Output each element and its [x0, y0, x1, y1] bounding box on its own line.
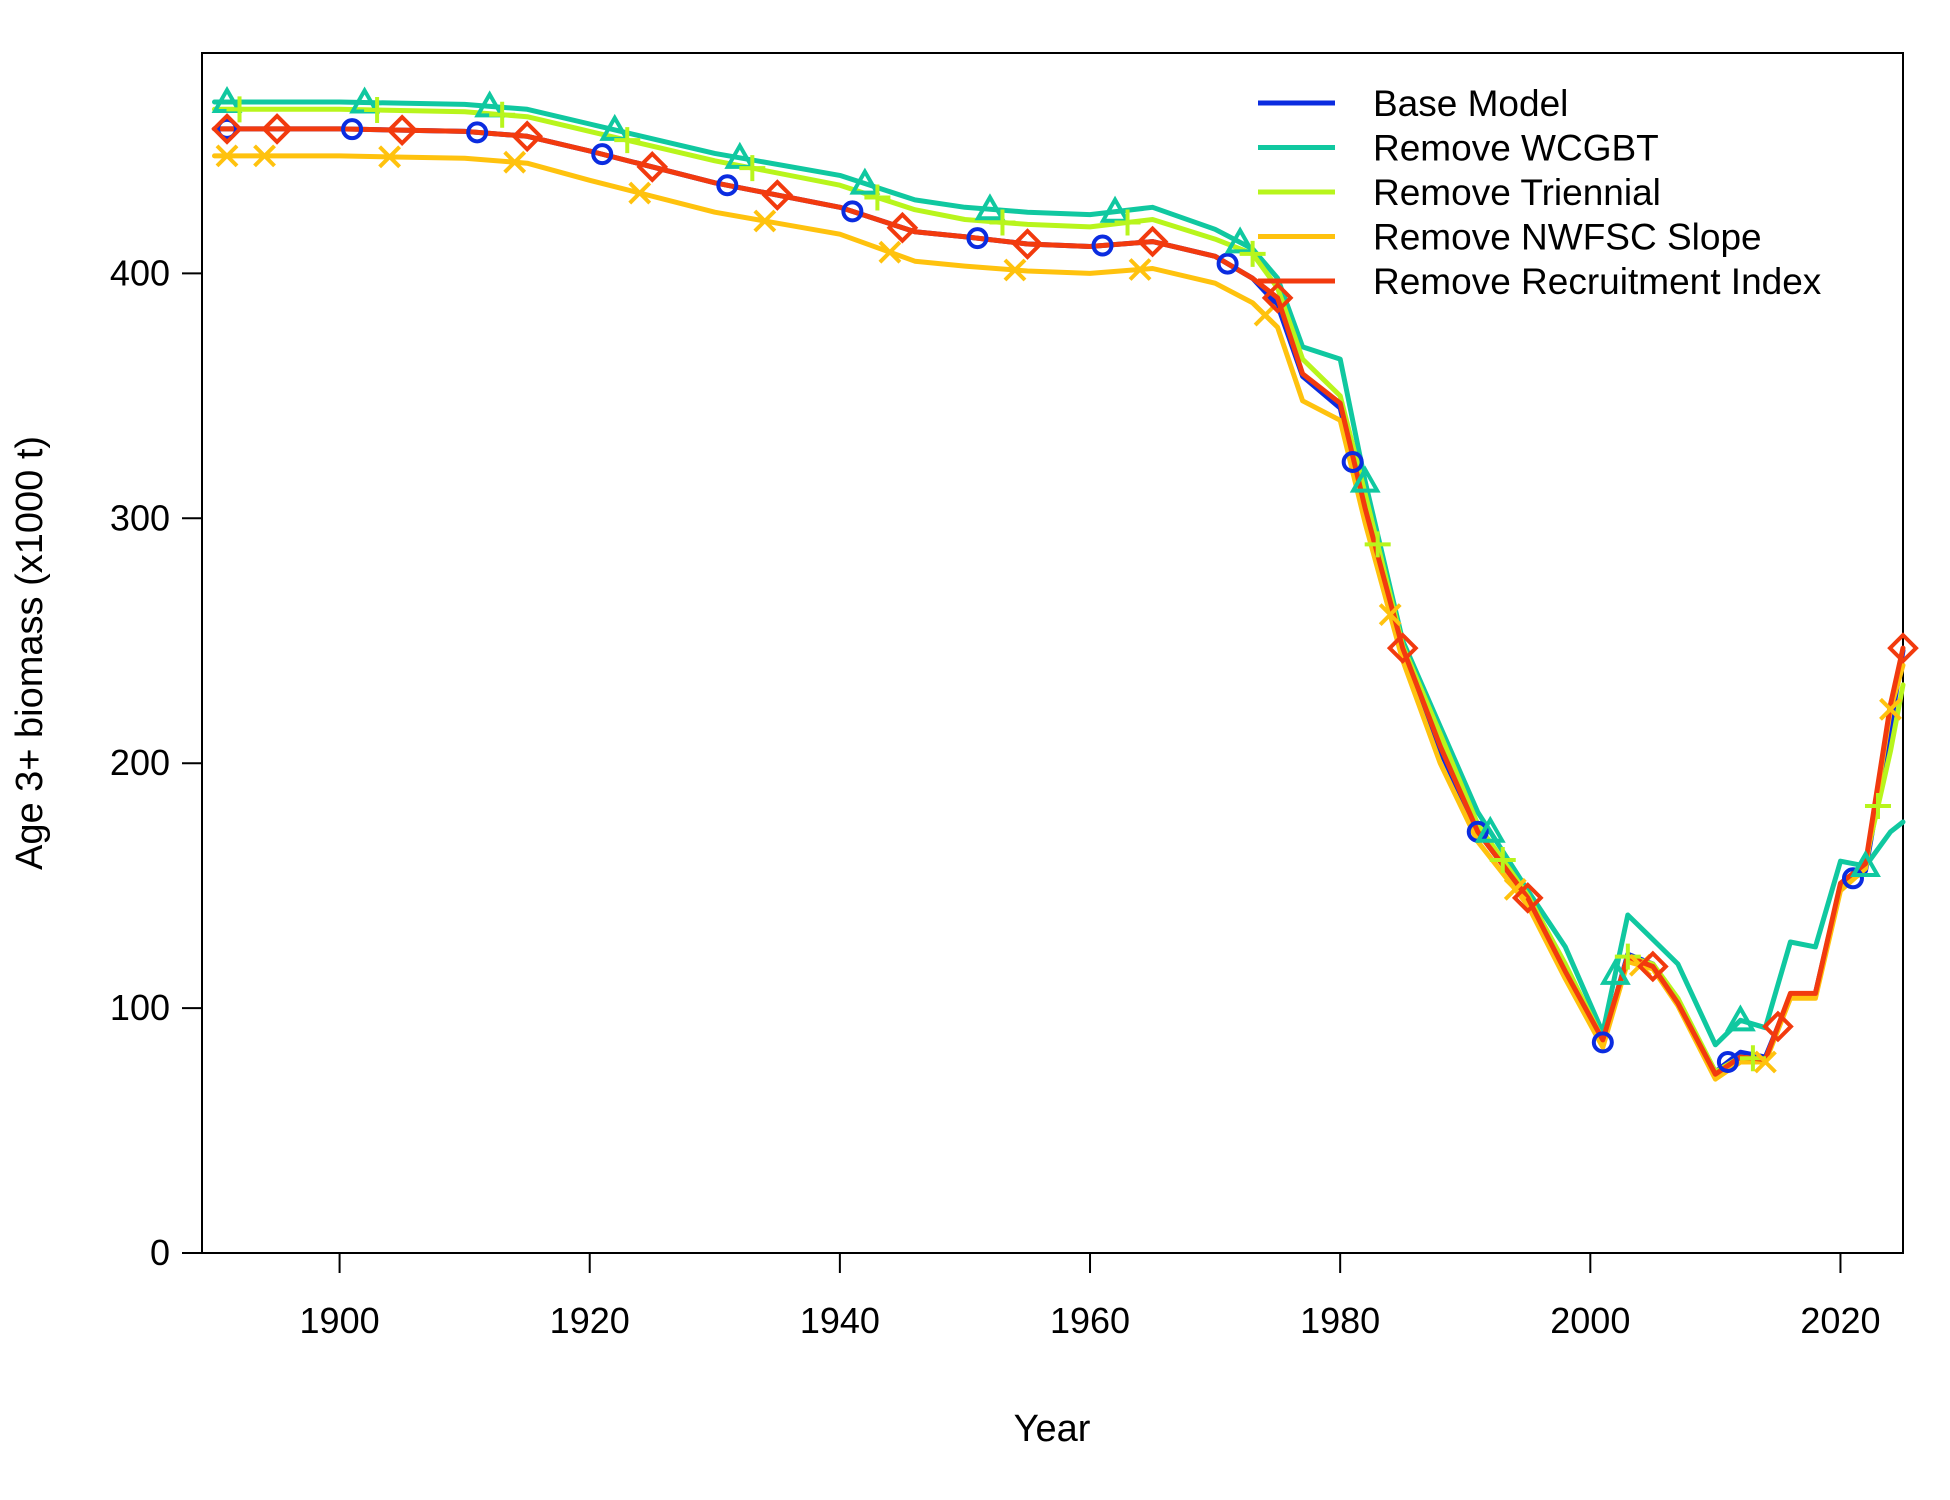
series-marker-remove-triennial [1864, 793, 1891, 820]
series-marker-remove-wcgbt [1599, 957, 1631, 985]
series-marker-remove-nwfsc-slope [1879, 697, 1902, 721]
series-marker-remove-wcgbt [1724, 1004, 1756, 1032]
x-tick-label: 2020 [1800, 1300, 1880, 1341]
x-tick-label: 2000 [1550, 1300, 1630, 1341]
series-marker-remove-triennial [614, 127, 641, 154]
legend-label-remove-recruitment-index: Remove Recruitment Index [1373, 261, 1822, 302]
series-marker-remove-recruitment-index [761, 179, 794, 211]
series-marker-base-model [591, 143, 614, 166]
series-marker-remove-recruitment-index [1887, 632, 1919, 664]
series-marker-remove-nwfsc-slope [378, 145, 402, 169]
series-marker-remove-nwfsc-slope [253, 144, 276, 168]
series-line-remove-recruitment-index [212, 126, 1906, 1077]
x-axis: 1900 1920 1940 1960 1980 2000 2020 [300, 1253, 1881, 1341]
series-marker-remove-nwfsc-slope [215, 144, 239, 168]
series-marker-remove-recruitment-index [511, 120, 544, 153]
series-marker-remove-wcgbt [1224, 226, 1256, 254]
series-marker-base-model [341, 118, 364, 141]
series-marker-remove-recruitment-index [1511, 882, 1544, 914]
series-marker-remove-triennial [1489, 846, 1516, 873]
series-marker-remove-recruitment-index [1011, 228, 1044, 260]
series-marker-remove-recruitment-index [261, 113, 293, 145]
series-marker-remove-nwfsc-slope [1503, 877, 1527, 901]
series-marker-remove-nwfsc-slope [628, 181, 652, 205]
x-tick-label: 1900 [300, 1300, 380, 1341]
series-marker-base-model [1341, 450, 1364, 473]
series-lines [212, 99, 1906, 1082]
series-marker-remove-recruitment-index [886, 211, 919, 244]
series-marker-remove-nwfsc-slope [1128, 258, 1152, 281]
series-marker-remove-triennial [1364, 531, 1391, 558]
series-marker-remove-nwfsc-slope [753, 209, 777, 233]
series-marker-remove-triennial [739, 155, 766, 182]
series-marker-remove-nwfsc-slope [878, 240, 902, 264]
legend-label-remove-triennial: Remove Triennial [1373, 172, 1661, 213]
series-marker-remove-triennial [364, 97, 391, 124]
series-marker-remove-triennial [226, 96, 253, 123]
series-marker-remove-recruitment-index [211, 113, 243, 145]
series-marker-remove-nwfsc-slope [1003, 258, 1027, 282]
x-tick-label: 1920 [550, 1300, 630, 1341]
x-tick-label: 1980 [1300, 1300, 1380, 1341]
legend-label-remove-nwfsc-slope: Remove NWFSC Slope [1373, 217, 1762, 258]
y-tick-label: 0 [150, 1232, 170, 1273]
y-tick-label: 300 [110, 497, 170, 538]
series-marker-remove-triennial [1239, 240, 1266, 267]
series-marker-base-model [716, 174, 739, 197]
series-marker-remove-triennial [1614, 943, 1641, 970]
series-marker-base-model [1091, 234, 1114, 257]
series-marker-remove-recruitment-index [1261, 282, 1294, 314]
series-marker-remove-triennial [1114, 209, 1141, 236]
series-marker-base-model [841, 200, 864, 223]
series-markers [211, 85, 1919, 1074]
series-marker-base-model [1841, 867, 1864, 890]
x-axis-title: Year [1014, 1408, 1091, 1450]
x-tick-label: 1960 [1050, 1300, 1130, 1341]
series-marker-remove-recruitment-index [636, 151, 669, 183]
series-marker-remove-nwfsc-slope [1754, 1050, 1777, 1074]
series-marker-remove-nwfsc-slope [1253, 303, 1277, 327]
series-marker-remove-wcgbt [974, 193, 1006, 221]
legend-label-remove-wcgbt: Remove WCGBT [1373, 128, 1659, 169]
series-marker-remove-wcgbt [1850, 850, 1881, 878]
series-marker-base-model [1216, 252, 1239, 275]
series-marker-base-model [466, 121, 489, 144]
legend-label-base-model: Base Model [1373, 83, 1568, 124]
y-tick-label: 200 [110, 742, 170, 783]
series-marker-remove-wcgbt [1349, 465, 1381, 493]
series-marker-base-model [1716, 1050, 1739, 1073]
series-marker-remove-recruitment-index [1136, 225, 1169, 258]
y-tick-label: 100 [110, 987, 170, 1028]
series-marker-remove-recruitment-index [1637, 950, 1669, 983]
series-marker-remove-recruitment-index [386, 114, 418, 146]
series-marker-remove-triennial [864, 184, 891, 211]
series-marker-remove-nwfsc-slope [1378, 603, 1402, 627]
y-axis-title: Age 3+ biomass (x1000 t) [9, 436, 51, 870]
series-marker-remove-recruitment-index [1762, 1010, 1794, 1043]
series-marker-remove-triennial [989, 209, 1016, 236]
series-marker-base-model [966, 227, 989, 250]
series-marker-base-model [216, 117, 239, 140]
series-marker-remove-wcgbt [1474, 815, 1506, 843]
y-axis: 0 100 200 300 400 [110, 252, 202, 1273]
x-tick-label: 1940 [800, 1300, 880, 1341]
series-marker-remove-nwfsc-slope [503, 150, 527, 174]
series-marker-base-model [1591, 1031, 1614, 1054]
series-marker-remove-wcgbt [849, 167, 881, 195]
y-tick-label: 400 [110, 252, 170, 293]
series-marker-remove-triennial [489, 101, 516, 128]
series-marker-remove-recruitment-index [1386, 632, 1419, 664]
